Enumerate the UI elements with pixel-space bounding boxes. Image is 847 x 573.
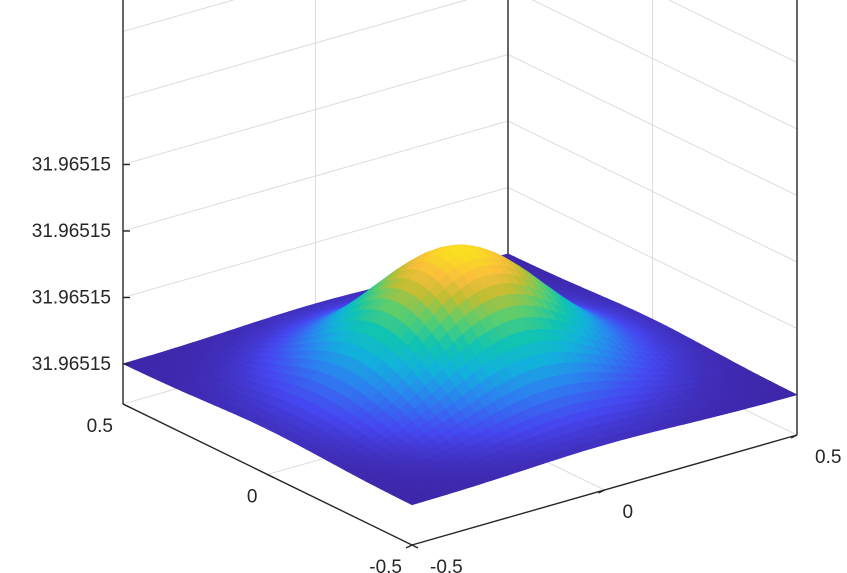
z-tick-label: 31.96515	[32, 155, 111, 176]
y-tick-mark	[267, 473, 274, 479]
surface-patch	[404, 498, 422, 506]
z-grid-line-back-left	[122, 0, 236, 32]
surface-mesh	[122, 244, 798, 506]
front-axes-group: -0.5 0 0.5 -0.5 0 0.5 31.96515 31.96515 31.96515…	[32, 155, 842, 573]
y-tick-mark	[411, 544, 419, 549]
y-tick-label: 0.5	[87, 416, 113, 437]
y-tick-mark	[122, 403, 130, 408]
x-tick-label: 0.5	[815, 447, 841, 468]
z-tick-label: 31.96515	[32, 221, 111, 242]
y-tick-label: -0.5	[369, 557, 402, 573]
z-grid-line-back-right	[667, 0, 798, 63]
z-tick-label: 31.96515	[32, 288, 111, 309]
x-tick-label: 0	[623, 502, 634, 523]
x-tick-label: -0.5	[430, 557, 463, 573]
z-tick-label: 31.96515	[32, 354, 111, 375]
x-tick-mark	[598, 489, 605, 494]
y-tick-label: 0	[247, 487, 258, 508]
x-tick-mark	[405, 544, 413, 549]
x-tick-mark	[790, 434, 798, 439]
